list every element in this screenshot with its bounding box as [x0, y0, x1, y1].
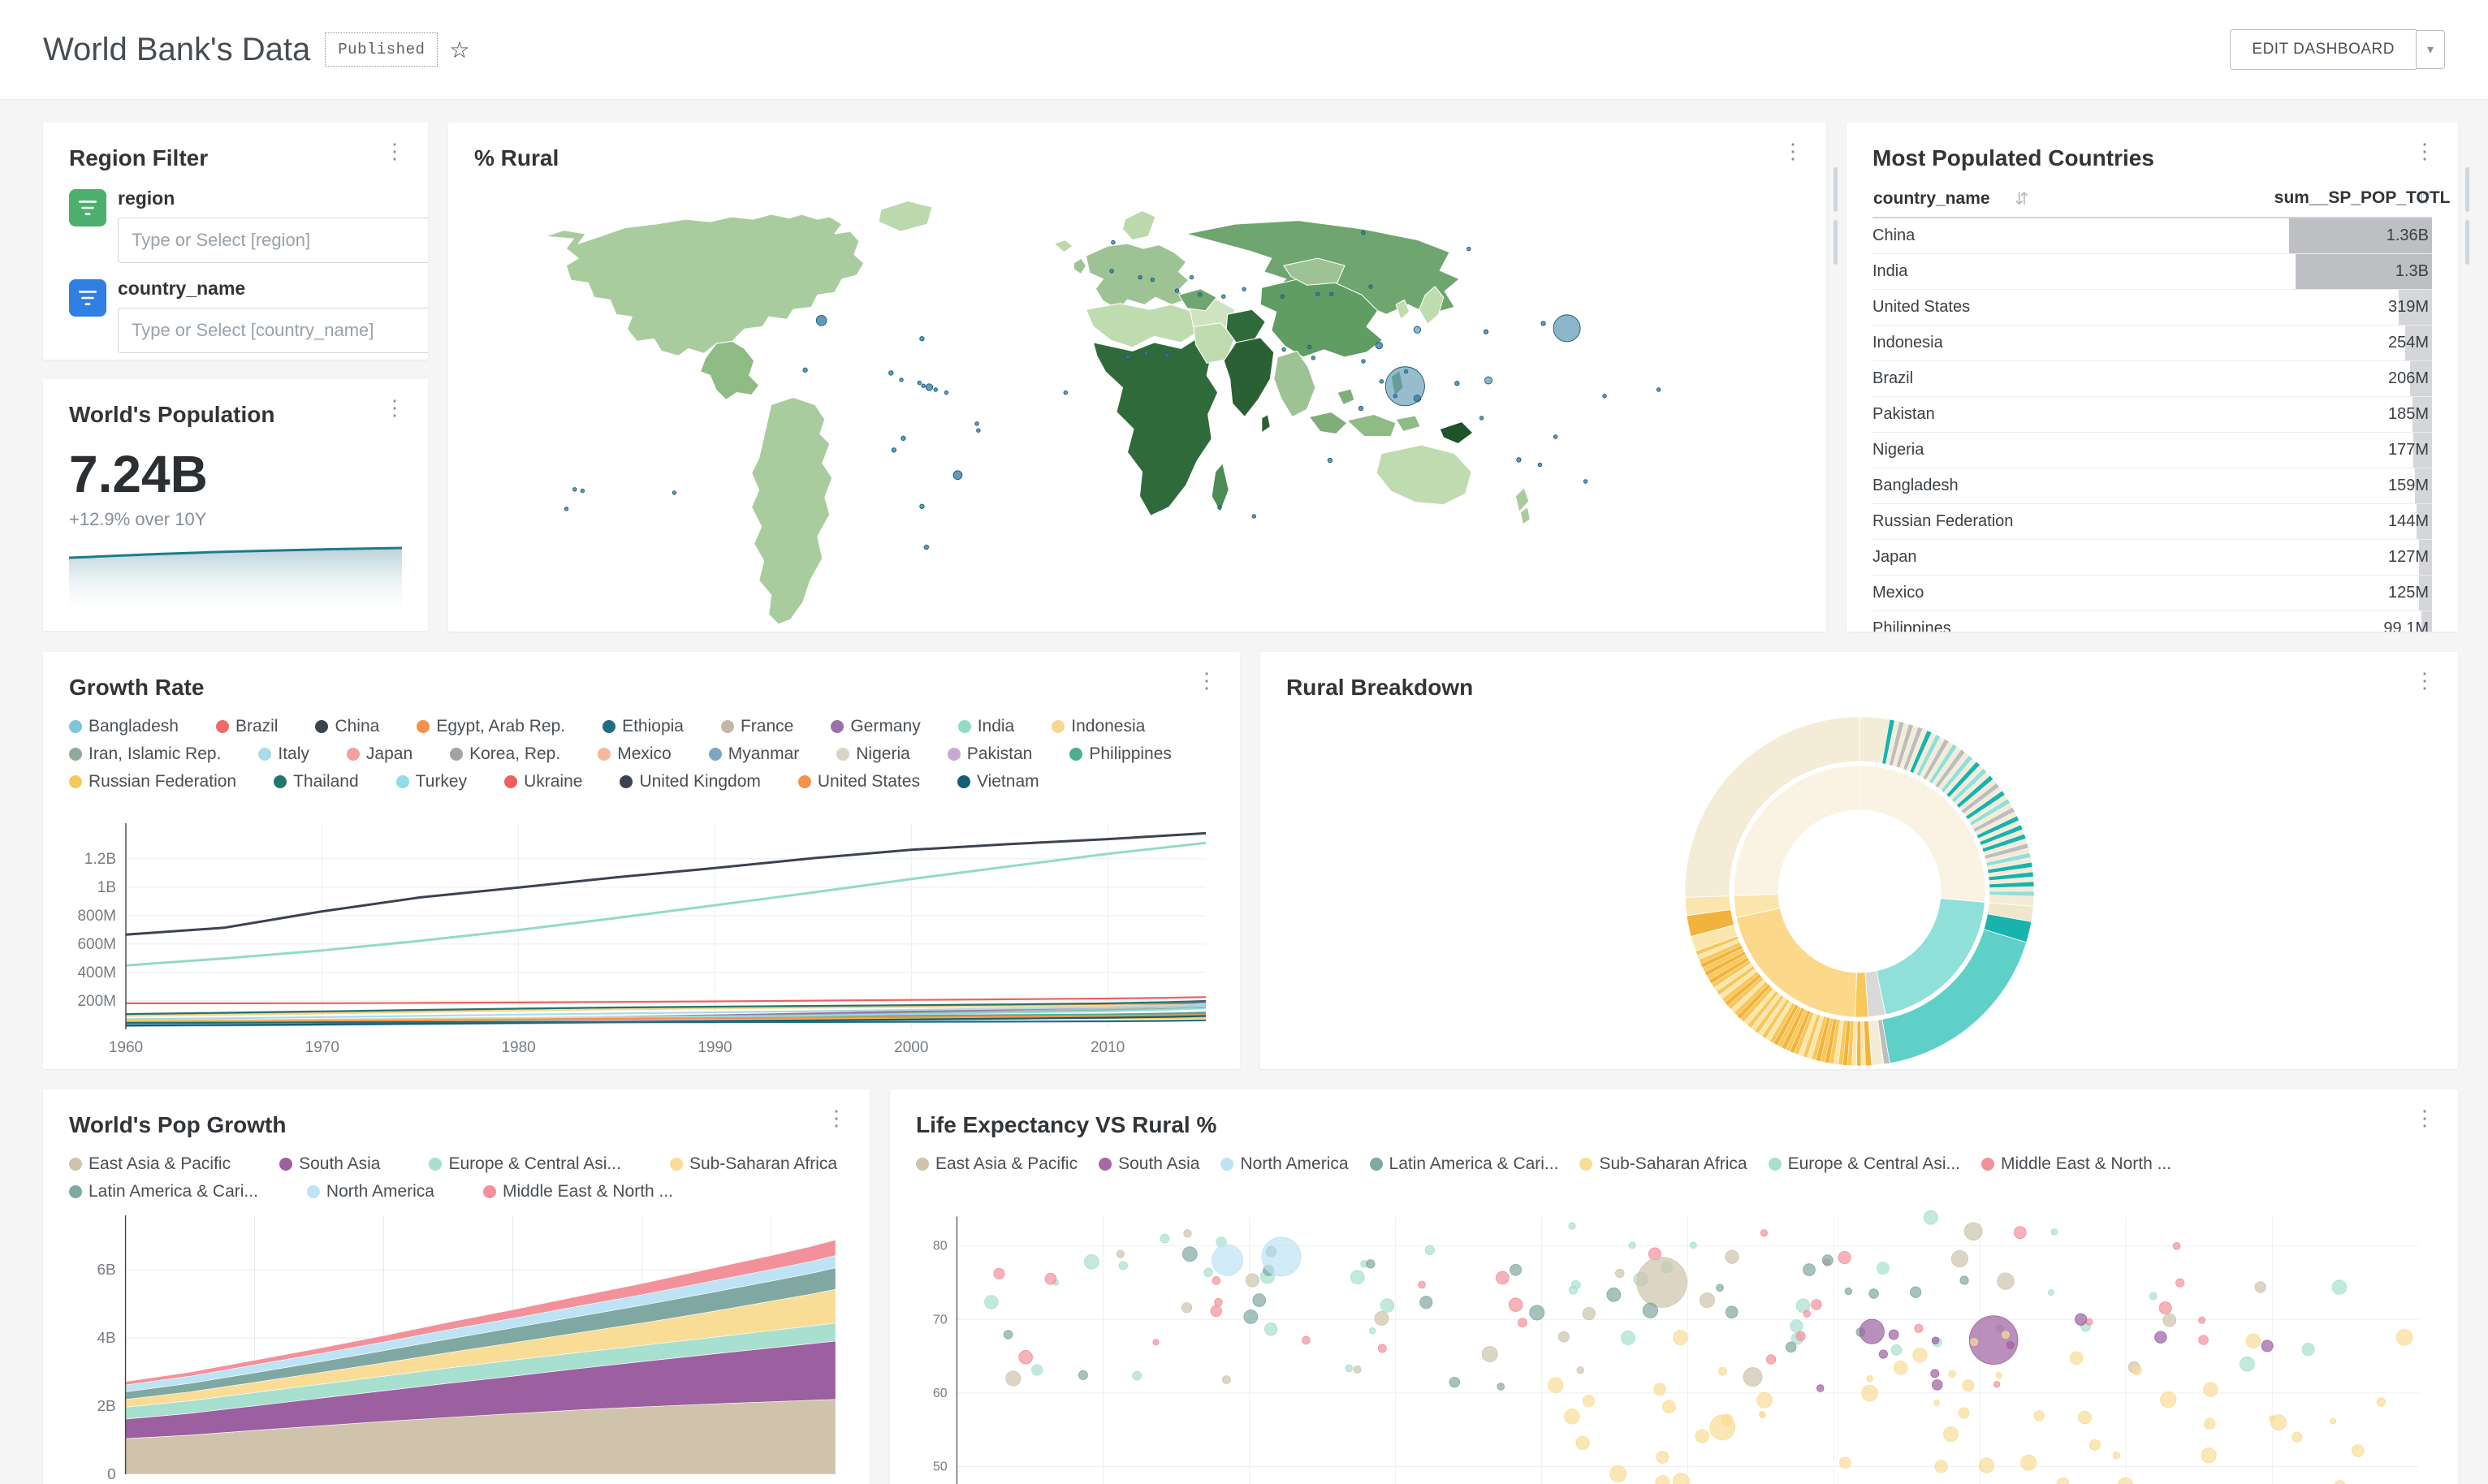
svg-text:800M: 800M	[77, 908, 116, 925]
svg-text:400M: 400M	[77, 964, 116, 981]
svg-text:1970: 1970	[305, 1039, 339, 1056]
svg-text:6B: 6B	[97, 1262, 116, 1279]
svg-text:4B: 4B	[97, 1330, 116, 1347]
svg-text:0: 0	[107, 1466, 116, 1483]
svg-text:60: 60	[933, 1387, 948, 1400]
svg-text:1960: 1960	[109, 1039, 143, 1056]
svg-text:600M: 600M	[77, 936, 116, 953]
svg-text:80: 80	[933, 1240, 948, 1253]
svg-text:50: 50	[933, 1460, 948, 1473]
svg-text:1980: 1980	[501, 1039, 535, 1056]
svg-text:2000: 2000	[894, 1039, 928, 1056]
svg-text:1.2B: 1.2B	[84, 851, 116, 868]
svg-text:2B: 2B	[97, 1398, 116, 1415]
svg-text:2010: 2010	[1091, 1039, 1125, 1056]
svg-text:1990: 1990	[698, 1039, 732, 1056]
svg-text:200M: 200M	[77, 993, 116, 1010]
svg-text:1B: 1B	[97, 879, 116, 896]
svg-text:70: 70	[933, 1313, 948, 1327]
